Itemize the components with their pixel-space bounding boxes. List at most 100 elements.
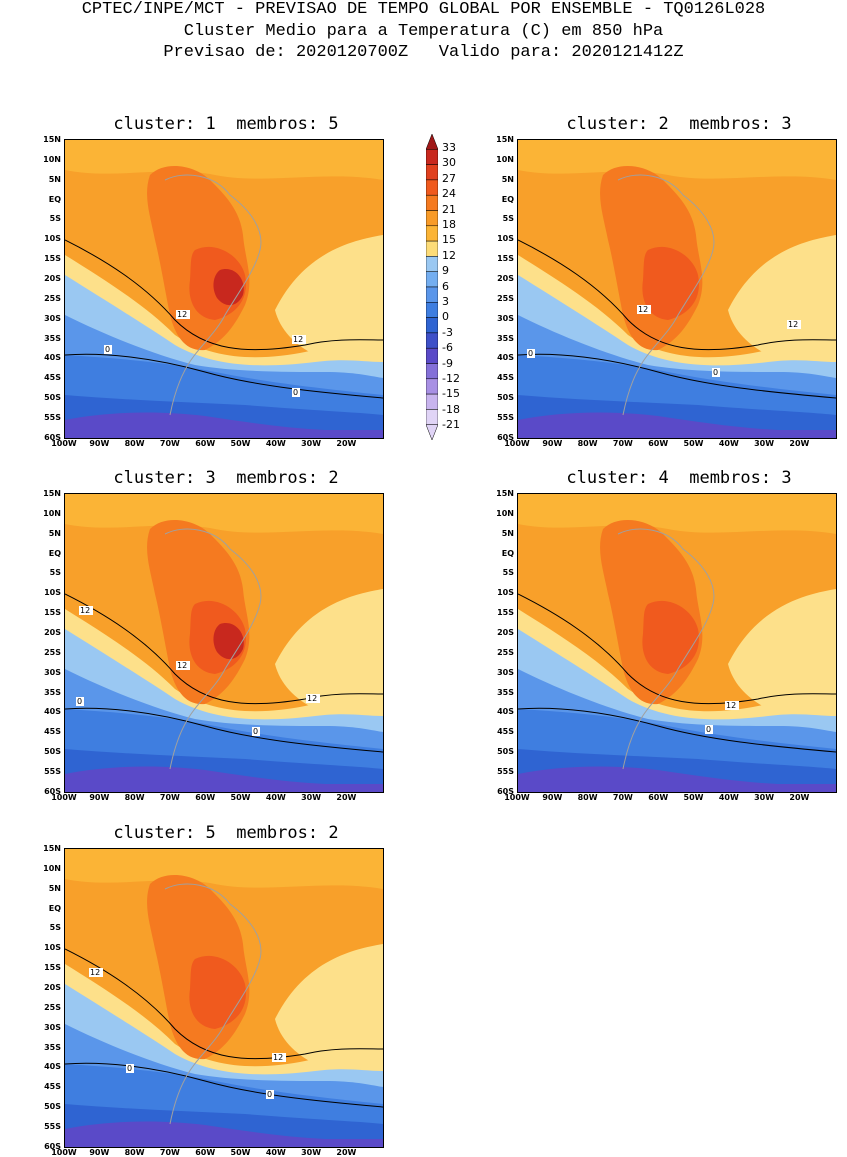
- contour-label: 12: [177, 310, 187, 319]
- y-tick-label: 15N: [496, 135, 514, 144]
- contour-label: 0: [253, 727, 258, 736]
- colorbar-segment: [426, 286, 438, 303]
- x-tick-label: 100W: [51, 1148, 77, 1157]
- header-line3: Previsao de: 2020120700Z Valido para: 20…: [163, 43, 684, 62]
- colorbar-segment: [426, 240, 438, 257]
- x-tick-label: 30W: [754, 439, 775, 448]
- y-tick-label: 35S: [44, 687, 61, 697]
- x-tick-label: 40W: [718, 439, 739, 448]
- y-tick-label: 15S: [44, 254, 61, 264]
- x-tick-label: 50W: [230, 793, 251, 802]
- colorbar-segment: [426, 317, 438, 334]
- y-tick-label: 40S: [44, 707, 61, 717]
- y-tick-label: 10S: [497, 234, 514, 244]
- panel-title-5: cluster: 5 membros: 2: [113, 823, 339, 843]
- map-panel-3: 12 12 12 0 0: [64, 493, 384, 793]
- y-tick-label: 45S: [497, 373, 514, 383]
- colorbar-segment: [426, 363, 438, 380]
- x-tick-label: 50W: [683, 793, 704, 802]
- x-tick-label: 90W: [89, 1148, 110, 1157]
- contour-label: 0: [293, 388, 298, 397]
- colorbar-segment: [426, 194, 438, 211]
- x-tick-label: 20W: [789, 793, 810, 802]
- colorbar-label: 24: [442, 187, 456, 201]
- x-tick-label: 100W: [51, 793, 77, 802]
- colorbar-segment: [426, 164, 438, 181]
- colorbar-label: -9: [442, 356, 453, 370]
- colorbar-segment: [426, 302, 438, 318]
- y-tick-label: 5S: [502, 214, 514, 224]
- colorbar-label: -21: [442, 418, 460, 432]
- y-tick-label: EQ: [501, 194, 514, 204]
- colorbar-label: -12: [442, 372, 460, 385]
- map-panel-4: 12 0: [517, 493, 837, 793]
- x-tick-label: 70W: [159, 1148, 180, 1157]
- y-tick-label: 20S: [44, 982, 61, 992]
- x-tick-label: 60W: [195, 793, 216, 802]
- colorbar-label: -3: [442, 325, 453, 339]
- y-tick-label: 10S: [44, 588, 61, 598]
- y-tick-label: 25S: [44, 647, 61, 657]
- y-tick-label: 60S: [44, 786, 61, 796]
- colorbar-label: 18: [442, 218, 456, 231]
- contour-label: 12: [273, 1053, 283, 1062]
- y-tick-label: 20S: [44, 273, 61, 283]
- colorbar-label: 30: [442, 156, 456, 170]
- y-tick-label: 10N: [43, 863, 61, 873]
- contour-label: 0: [267, 1090, 272, 1099]
- y-tick-label: 50S: [497, 747, 514, 757]
- y-tick-label: 30S: [44, 1022, 61, 1032]
- y-tick-label: 50S: [497, 393, 514, 403]
- map-panel-1: 12 12 0 0: [64, 139, 384, 439]
- x-tick-label: 50W: [230, 1148, 251, 1157]
- y-tick-label: 15S: [497, 254, 514, 264]
- x-tick-label: 70W: [159, 439, 180, 448]
- y-tick-label: 15S: [497, 608, 514, 618]
- y-tick-label: 20S: [44, 627, 61, 637]
- x-tick-label: 90W: [89, 793, 110, 802]
- y-tick-label: 45S: [497, 727, 514, 737]
- colorbar-segment: [426, 393, 438, 410]
- colorbar-label: 15: [442, 233, 456, 247]
- x-tick-label: 40W: [265, 1148, 286, 1157]
- y-tick-label: 40S: [44, 353, 61, 363]
- y-tick-label: 55S: [44, 766, 61, 776]
- x-tick-label: 20W: [336, 439, 357, 448]
- y-tick-label: 5N: [501, 528, 514, 538]
- y-tick-label: 50S: [44, 747, 61, 757]
- panel-title-1: cluster: 1 membros: 5: [113, 114, 339, 134]
- x-tick-label: 20W: [336, 793, 357, 802]
- header-line1: CPTEC/INPE/MCT - PREVISAO DE TEMPO GLOBA…: [81, 0, 766, 19]
- y-tick-label: EQ: [501, 548, 514, 558]
- contour-label: 12: [177, 661, 187, 670]
- y-tick-label: 10N: [496, 154, 514, 164]
- y-tick-label: 10N: [496, 508, 514, 518]
- x-tick-label: 100W: [504, 793, 530, 802]
- colorbar-label: 21: [442, 202, 456, 216]
- y-tick-label: 5S: [49, 214, 61, 224]
- y-tick-label: 45S: [44, 727, 61, 737]
- colorbar-label: 12: [442, 248, 456, 262]
- x-tick-label: 40W: [718, 793, 739, 802]
- y-tick-label: 35S: [497, 687, 514, 697]
- contour-label: 0: [105, 345, 110, 354]
- y-tick-label: 25S: [497, 647, 514, 657]
- x-tick-label: 40W: [265, 793, 286, 802]
- y-tick-label: 55S: [497, 766, 514, 776]
- x-tick-label: 80W: [577, 439, 598, 448]
- colorbar-label: -18: [442, 402, 460, 416]
- contour-label: 12: [293, 335, 303, 344]
- colorbar-label: 9: [442, 264, 449, 278]
- x-tick-label: 20W: [789, 439, 810, 448]
- colorbar-label: 27: [442, 171, 456, 185]
- y-tick-label: 35S: [44, 333, 61, 343]
- contour-label: 12: [726, 701, 736, 710]
- y-tick-label: 10S: [44, 234, 61, 244]
- contour-label: 0: [77, 697, 82, 706]
- colorbar-label: 33: [442, 141, 456, 154]
- y-tick-label: 40S: [497, 353, 514, 363]
- y-tick-label: 55S: [44, 412, 61, 422]
- x-tick-label: 100W: [504, 439, 530, 448]
- contour-label: 12: [638, 305, 648, 314]
- x-tick-label: 90W: [542, 439, 563, 448]
